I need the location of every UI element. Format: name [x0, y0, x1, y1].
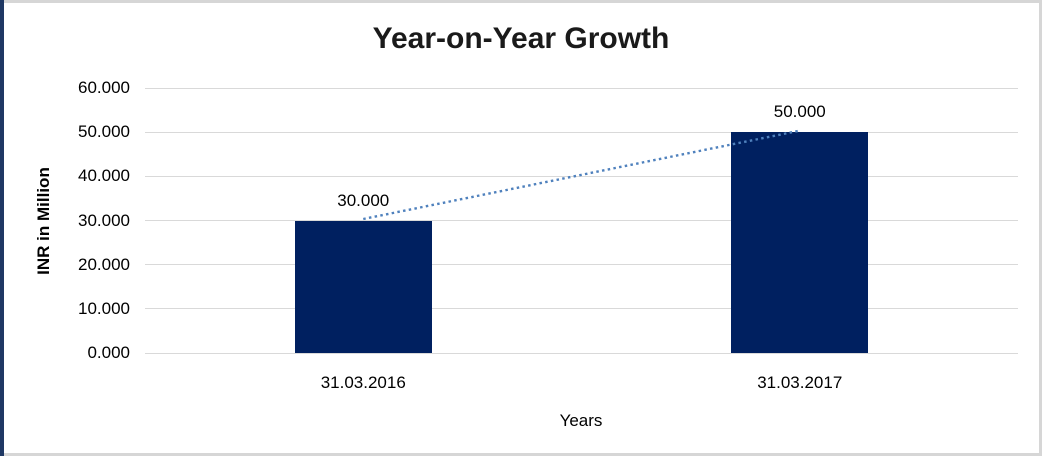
frame-border-right [1039, 0, 1042, 456]
y-tick-label: 20.000 [78, 254, 130, 274]
accent-strip [0, 0, 4, 456]
y-tick-label: 10.000 [78, 298, 130, 318]
gridline [145, 264, 1018, 266]
frame-border-bottom [0, 453, 1042, 456]
x-tick-label: 31.03.2016 [320, 373, 406, 392]
gridline [145, 220, 1018, 221]
data-label: 50.000 [773, 102, 826, 122]
frame-border-top [0, 0, 1042, 3]
y-tick-label: 50.000 [78, 122, 130, 142]
bar-31.03.2016 [294, 220, 432, 353]
x-axis-title: Years [559, 411, 603, 430]
gridline [145, 87, 1018, 89]
bar-31.03.2017 [731, 132, 869, 353]
chart-title: Year-on-Year Growth [372, 22, 670, 55]
y-tick-label: 30.000 [78, 210, 130, 230]
y-tick-label: 60.000 [78, 78, 130, 97]
y-tick-label: 40.000 [78, 166, 130, 186]
gridline [145, 352, 1018, 354]
x-tick-label: 31.03.2017 [757, 373, 843, 392]
gridline [145, 131, 1018, 133]
data-label: 30.000 [337, 190, 390, 210]
y-tick-label: 0.000 [87, 343, 130, 362]
gridline [145, 175, 1018, 177]
gridline [145, 308, 1018, 310]
